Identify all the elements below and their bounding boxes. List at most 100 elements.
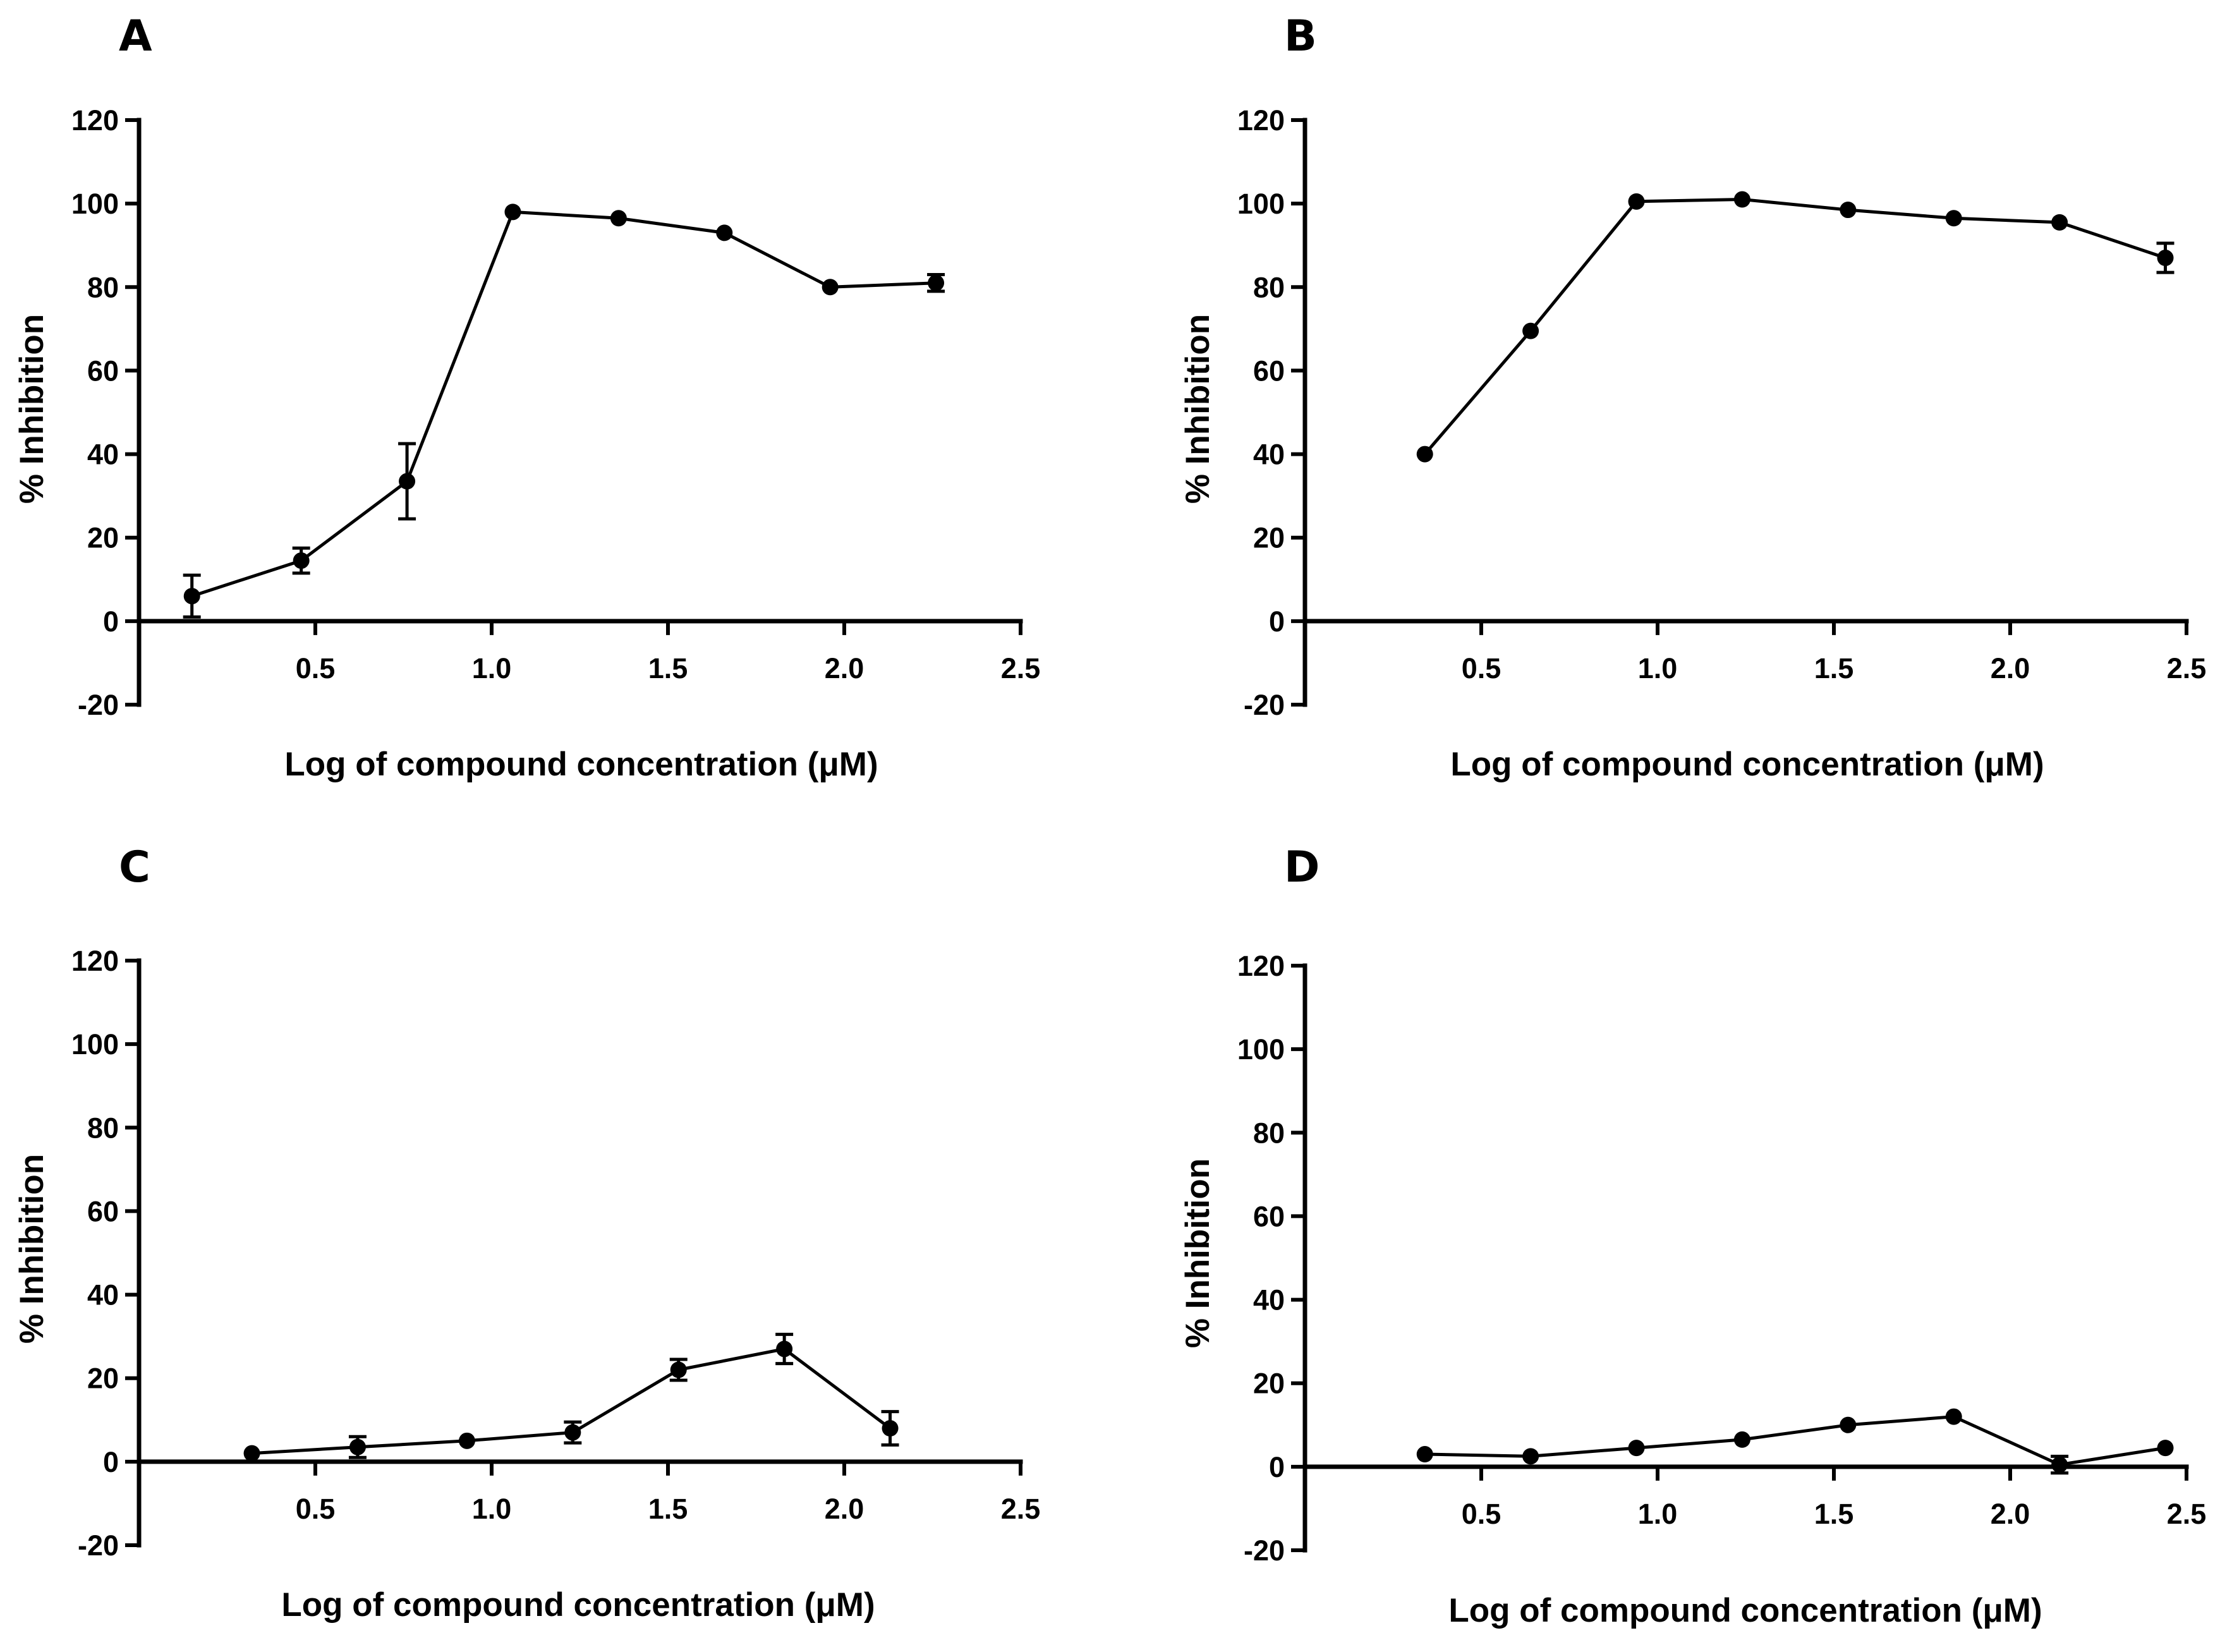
x-axis-title-d: Log of compound concentration (μM) — [1448, 1592, 2042, 1629]
data-point-c — [349, 1438, 366, 1455]
y-tick-label-c: 0 — [103, 1446, 119, 1478]
y-axis-title-a: % Inhibition — [13, 314, 51, 504]
data-point-b — [2157, 250, 2174, 267]
data-point-c — [458, 1432, 475, 1449]
x-tick-label-c: 1.5 — [648, 1493, 688, 1525]
data-point-b — [1945, 210, 1962, 227]
x-tick-label-b: 1.5 — [1814, 652, 1854, 684]
data-point-c — [243, 1445, 260, 1462]
y-tick-label-b: 100 — [1237, 188, 1285, 220]
y-tick-label-b: 80 — [1253, 271, 1285, 303]
data-point-d — [1840, 1416, 1857, 1433]
y-tick-label-a: 100 — [71, 188, 119, 220]
x-tick-label-a: 1.5 — [648, 652, 688, 684]
x-tick-label-a: 1.0 — [472, 652, 512, 684]
data-point-d — [1522, 1448, 1539, 1465]
y-tick-label-d: 100 — [1237, 1033, 1285, 1066]
data-point-d — [1733, 1431, 1750, 1448]
y-tick-label-c: -20 — [78, 1529, 119, 1562]
y-tick-label-c: 120 — [71, 945, 119, 977]
y-tick-label-c: 80 — [87, 1112, 119, 1144]
data-point-a — [504, 203, 521, 221]
data-point-c — [776, 1340, 793, 1357]
y-tick-label-a: 40 — [87, 439, 119, 471]
series-line-a — [191, 210, 937, 598]
data-point-a — [822, 279, 839, 296]
y-tick-label-b: 60 — [1253, 355, 1285, 387]
panel-letter-a: A — [119, 11, 152, 61]
y-axis-title-d: % Inhibition — [1179, 1158, 1216, 1348]
y-tick-label-a: 80 — [87, 271, 119, 303]
series-line-b — [1423, 198, 2166, 456]
x-tick-label-d: 1.0 — [1638, 1498, 1678, 1530]
data-point-c — [564, 1424, 581, 1441]
panel-b: B % Inhibition Log of compound concentra… — [1179, 11, 2206, 783]
data-point-d — [1945, 1408, 1962, 1425]
y-tick-label-d: 0 — [1269, 1451, 1285, 1483]
data-point-d — [1628, 1440, 1645, 1457]
data-point-d — [2051, 1456, 2068, 1473]
x-tick-label-b: 0.5 — [1462, 652, 1501, 684]
x-tick-label-b: 1.0 — [1638, 652, 1678, 684]
y-tick-label-d: -20 — [1244, 1534, 1285, 1567]
panel-letter-d: D — [1284, 842, 1319, 892]
data-point-d — [2157, 1440, 2174, 1457]
x-tick-label-b: 2.5 — [2167, 652, 2207, 684]
data-point-d — [1416, 1446, 1433, 1463]
data-point-a — [183, 588, 200, 605]
x-tick-label-d: 1.5 — [1814, 1498, 1854, 1530]
data-point-b — [1733, 191, 1750, 208]
panel-c: C % Inhibition Log of compound concentra… — [13, 842, 1040, 1624]
y-tick-label-a: 120 — [71, 104, 119, 137]
y-tick-label-a: 0 — [103, 605, 119, 638]
y-axis-title-b: % Inhibition — [1179, 314, 1216, 504]
y-tick-label-b: 20 — [1253, 522, 1285, 554]
panel-a: A % Inhibition Log of compound concentra… — [13, 11, 1040, 783]
y-tick-label-a: 60 — [87, 355, 119, 387]
y-tick-label-c: 20 — [87, 1363, 119, 1395]
x-tick-label-d: 2.5 — [2167, 1498, 2207, 1530]
data-point-c — [670, 1361, 687, 1378]
x-tick-label-c: 2.5 — [1001, 1493, 1041, 1525]
y-tick-label-c: 100 — [71, 1028, 119, 1060]
data-point-b — [1522, 322, 1539, 339]
x-axis-title-c: Log of compound concentration (μM) — [281, 1586, 875, 1624]
x-tick-label-a: 2.0 — [825, 652, 864, 684]
data-point-a — [399, 473, 416, 490]
y-tick-label-b: 0 — [1269, 605, 1285, 638]
y-axis-title-c: % Inhibition — [13, 1154, 51, 1344]
x-tick-label-a: 0.5 — [296, 652, 336, 684]
series-line-d — [1424, 1415, 2166, 1467]
data-point-a — [928, 274, 945, 291]
data-point-a — [293, 552, 310, 569]
x-tick-label-c: 0.5 — [296, 1493, 336, 1525]
y-tick-label-b: -20 — [1244, 689, 1285, 721]
x-tick-label-c: 2.0 — [825, 1493, 864, 1525]
data-point-b — [1416, 446, 1433, 463]
panel-d: D % Inhibition Log of compound concentra… — [1179, 842, 2206, 1629]
x-tick-label-c: 1.0 — [472, 1493, 512, 1525]
y-tick-label-a: -20 — [78, 689, 119, 721]
data-point-a — [610, 210, 627, 227]
y-tick-label-d: 20 — [1253, 1368, 1285, 1400]
data-point-b — [1628, 193, 1645, 210]
data-point-c — [882, 1420, 899, 1436]
x-tick-label-a: 2.5 — [1001, 652, 1041, 684]
y-tick-label-d: 80 — [1253, 1117, 1285, 1149]
y-tick-label-d: 120 — [1237, 950, 1285, 982]
x-tick-label-d: 0.5 — [1462, 1498, 1501, 1530]
y-tick-label-a: 20 — [87, 522, 119, 554]
y-tick-label-b: 40 — [1253, 439, 1285, 471]
y-tick-label-c: 60 — [87, 1195, 119, 1227]
y-tick-label-c: 40 — [87, 1279, 119, 1311]
x-axis-title-a: Log of compound concentration (μM) — [284, 746, 878, 783]
panel-letter-c: C — [119, 842, 150, 892]
panel-letter-b: B — [1284, 11, 1317, 61]
y-tick-label-b: 120 — [1237, 104, 1285, 137]
x-tick-label-d: 2.0 — [1991, 1498, 2030, 1530]
x-axis-title-b: Log of compound concentration (μM) — [1450, 746, 2044, 783]
y-tick-label-d: 60 — [1253, 1200, 1285, 1232]
data-point-b — [2051, 214, 2068, 231]
x-tick-label-b: 2.0 — [1991, 652, 2030, 684]
